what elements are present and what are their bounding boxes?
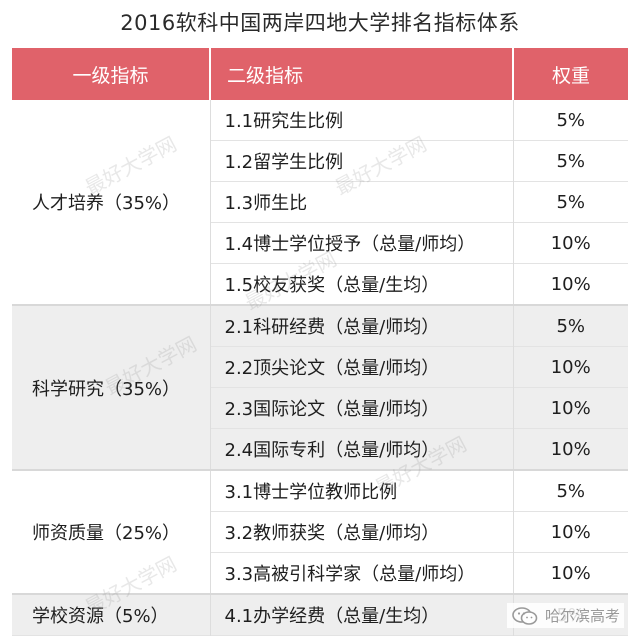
indicator-cell: 2.1科研经费（总量/师均） [209,305,513,347]
indicator-cell: 3.2教师获奖（总量/师均） [209,511,513,553]
group-scientific-research: 科学研究（35%） 2.1科研经费（总量/师均） 5% 2.2顶尖论文（总量/师… [12,305,628,470]
table-row: 3.3高被引科学家（总量/师均） 10% [12,552,628,594]
category-cell: 人才培养（35%） [32,193,181,214]
indicator-table: 一级指标 二级指标 权重 人才培养（35%） 1.1研究生比例 5% 1.2留学… [12,48,628,636]
table-row: 师资质量（25%） 3.1博士学位教师比例 5% [12,470,628,544]
category-cell: 学校资源（5%） [32,606,169,627]
category-cell: 师资质量（25%） [32,523,181,544]
group-faculty-quality: 师资质量（25%） 3.1博士学位教师比例 5% 3.2教师获奖（总量/师均） … [12,470,628,594]
weight-cell: 10% [512,387,628,429]
weight-cell: 10% [512,346,628,388]
weight-cell: 5% [512,181,628,223]
indicator-cell: 1.4博士学位授予（总量/师均） [209,222,513,264]
indicator-cell: 2.3国际论文（总量/师均） [209,387,513,429]
indicator-cell: 2.4国际专利（总量/师均） [209,428,513,470]
weight-cell: 10% [512,552,628,594]
wechat-icon [512,606,538,625]
weight-cell: 10% [512,263,628,305]
indicator-cell: 1.5校友获奖（总量/生均） [209,263,513,305]
weight-cell: 5% [512,470,628,512]
weight-cell: 10% [512,222,628,264]
group-talent-cultivation: 人才培养（35%） 1.1研究生比例 5% 1.2留学生比例 5% 1.3师生比… [12,100,628,305]
header-primary-indicator: 一级指标 [12,48,211,100]
indicator-cell: 3.3高被引科学家（总量/师均） [209,552,513,594]
header-weight: 权重 [513,48,628,100]
wechat-account-name: 哈尔滨高考 [544,607,620,625]
wechat-account-mark: 哈尔滨高考 [506,603,624,628]
table-row: 人才培养（35%） 1.1研究生比例 5% [12,100,628,214]
category-cell: 科学研究（35%） [32,378,181,400]
table-row: 1.2留学生比例 5% [12,140,628,182]
weight-cell: 10% [512,511,628,553]
page-title: 2016软科中国两岸四地大学排名指标体系 [120,11,520,35]
indicator-cell: 1.3师生比 [209,181,513,223]
indicator-cell: 1.1研究生比例 [209,100,513,141]
weight-cell: 5% [512,305,628,347]
weight-cell: 10% [512,428,628,470]
weight-cell: 5% [512,140,628,182]
table-row: 科学研究（35%） 2.1科研经费（总量/师均） 5% [12,305,628,400]
indicator-cell: 3.1博士学位教师比例 [209,470,513,512]
header-secondary-indicator: 二级指标 [210,48,514,100]
weight-cell: 5% [512,100,628,141]
indicator-cell: 2.2顶尖论文（总量/师均） [209,346,513,388]
table-header-row: 一级指标 二级指标 权重 [12,48,628,100]
indicator-cell: 4.1办学经费（总量/生均） [209,594,513,636]
indicator-cell: 1.2留学生比例 [209,140,513,182]
